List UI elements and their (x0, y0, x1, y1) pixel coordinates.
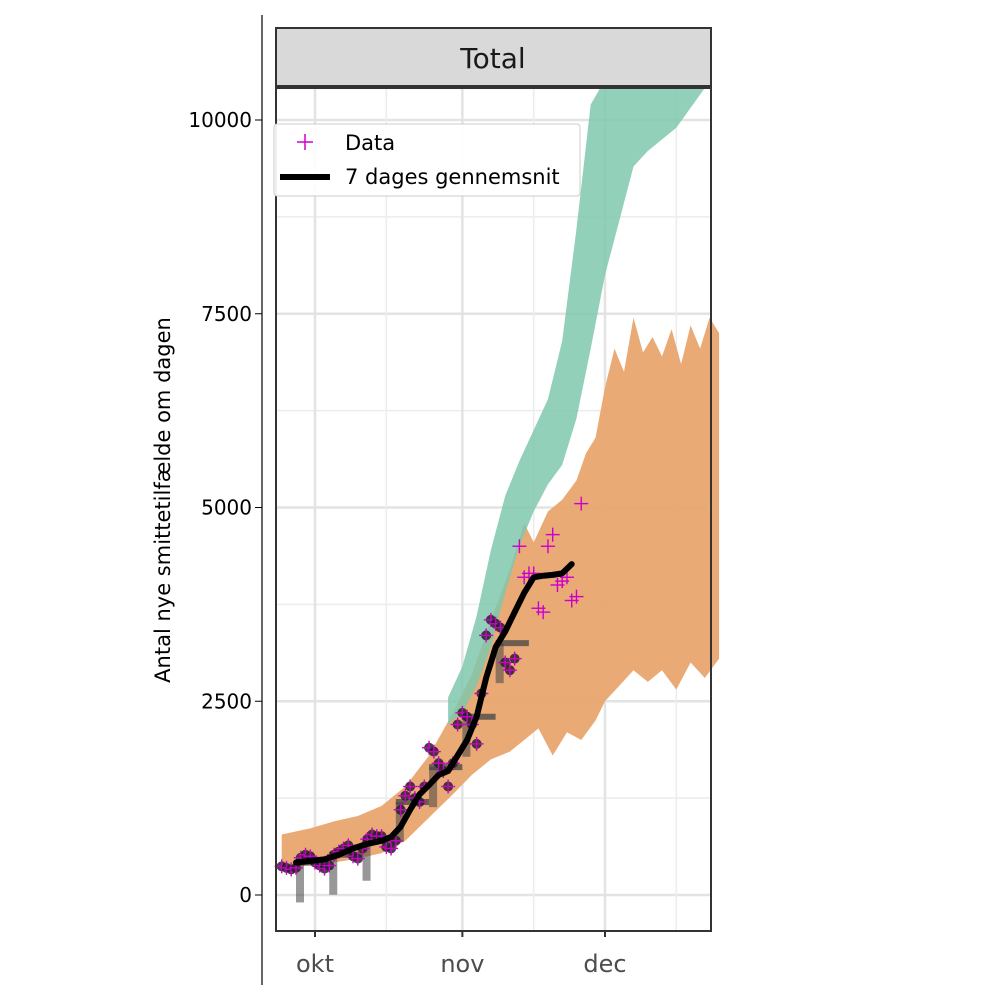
legend-marker-data (297, 134, 313, 150)
x-tick-label: okt (296, 950, 334, 978)
data-point (426, 744, 441, 759)
y-tick-label: 10000 (188, 108, 252, 132)
data-point (431, 756, 446, 771)
data-point (498, 655, 513, 670)
data-point (403, 779, 418, 794)
y-tick-label: 5000 (201, 496, 252, 520)
legend-box (273, 123, 581, 197)
weekly-bar-step (295, 862, 304, 903)
data-point (350, 851, 365, 866)
data-point (512, 539, 527, 554)
data-point (502, 663, 517, 678)
weekly-bar-top (495, 640, 529, 647)
legend: Data 7 dages gennemsnit (273, 123, 581, 197)
x-tick-label: nov (440, 950, 484, 978)
y-tick-label: 7500 (201, 302, 252, 326)
data-point (469, 736, 484, 751)
data-point (536, 605, 551, 620)
data-point (574, 496, 589, 511)
weekly-bar-step (429, 767, 438, 808)
band-orange (281, 317, 720, 868)
y-tick-label: 0 (239, 883, 252, 907)
legend-label-data: Data (345, 131, 395, 155)
weekly-bar-step (362, 840, 371, 881)
x-tick-label: dec (583, 950, 626, 978)
uncertainty-bands (281, 88, 720, 868)
panel-title: Total (459, 42, 525, 75)
grid (276, 88, 711, 931)
data-point (507, 651, 522, 666)
data-point (398, 788, 413, 803)
panel-border (275, 87, 712, 932)
data-point (540, 539, 555, 554)
weekly-bar-step (329, 854, 338, 895)
data-point (288, 860, 303, 875)
y-tick-label: 2500 (201, 689, 252, 713)
data-point (460, 709, 475, 724)
legend-label-avg: 7 dages gennemsnit (345, 165, 560, 189)
data-point (450, 717, 465, 732)
data-points (274, 496, 589, 877)
panel-strip (275, 27, 712, 87)
y-axis: 0 2500 5000 7500 10000 (188, 108, 262, 907)
data-point (393, 802, 408, 817)
data-point (479, 628, 494, 643)
avg-line (293, 561, 575, 866)
data-point (441, 779, 456, 794)
weekly-bar-step (395, 802, 404, 842)
data-point (384, 841, 399, 856)
band-green (448, 88, 720, 725)
data-point (569, 589, 584, 604)
y-axis-label: Antal nye smittetilfælde om dagen (151, 317, 175, 683)
avg-line-group (293, 561, 575, 866)
data-point (545, 527, 560, 542)
x-axis: okt nov dec (296, 931, 627, 978)
